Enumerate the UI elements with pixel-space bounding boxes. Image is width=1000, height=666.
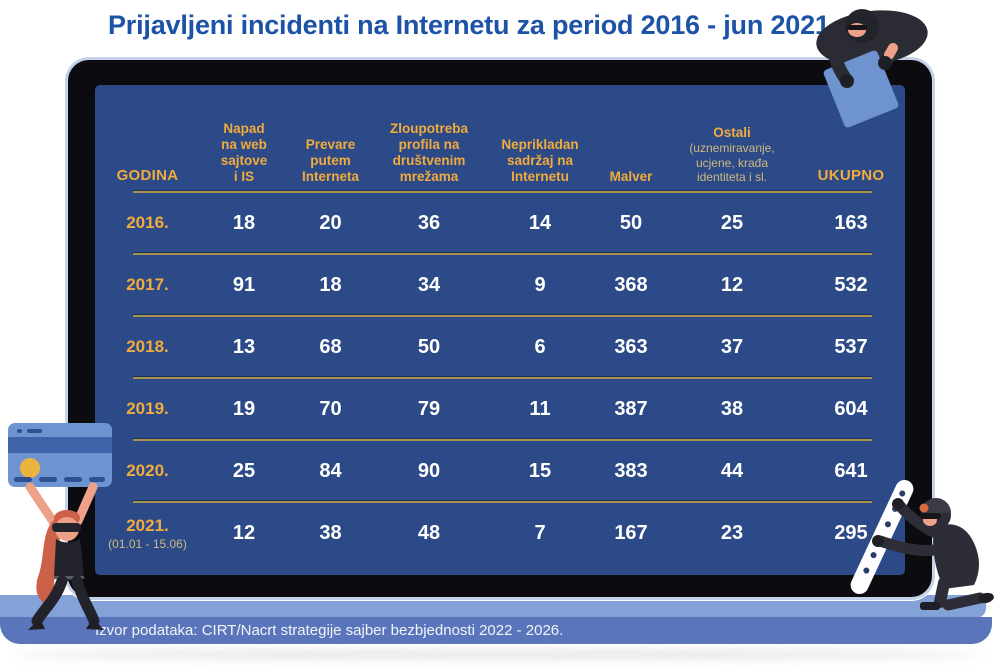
col-header-label: Ostali bbox=[713, 125, 751, 141]
col-header-label: Prevare putem Interneta bbox=[301, 137, 359, 185]
col-header-zloupotreba: Zloupotreba profila na društvenim mrežam… bbox=[373, 121, 485, 191]
page-title: Prijavljeni incidenti na Internetu za pe… bbox=[107, 10, 838, 40]
year-cell: 2020. bbox=[126, 461, 169, 480]
year-cell: 2021. (01.01 - 15.06) bbox=[95, 516, 200, 551]
value-cell: 84 bbox=[319, 459, 342, 482]
value-cell: 25 bbox=[720, 211, 744, 234]
year-cell: 2018. bbox=[126, 337, 169, 356]
value-cell: 44 bbox=[720, 459, 744, 482]
value-cell: 12 bbox=[232, 521, 256, 544]
col-header-ostali: Ostali (uznemiravanje, ucjene, krađa ide… bbox=[667, 125, 797, 191]
value-cell: 12 bbox=[720, 273, 744, 296]
value-cell: 11 bbox=[529, 397, 551, 420]
value-cell: 38 bbox=[319, 521, 342, 544]
laptop-base-bar: Izvor podataka: CIRT/Nacrt strategije sa… bbox=[0, 617, 992, 644]
value-cell: 37 bbox=[720, 335, 744, 358]
table-row-2019: 2019. 19 70 79 11 387 38 604 bbox=[95, 379, 905, 439]
col-header-neprikladan: Neprikladan sadržaj na Internetu bbox=[485, 137, 595, 191]
value-cell: 14 bbox=[528, 211, 552, 234]
col-header-malver: Malver bbox=[595, 169, 667, 191]
value-cell: 68 bbox=[319, 335, 342, 358]
year-cell: 2019. bbox=[126, 399, 169, 418]
value-cell: 363 bbox=[614, 335, 648, 358]
total-cell: 532 bbox=[834, 273, 868, 296]
value-cell: 23 bbox=[720, 521, 744, 544]
hacker-stealing-password-icon bbox=[850, 479, 994, 611]
value-cell: 50 bbox=[619, 211, 643, 234]
value-cell: 19 bbox=[232, 397, 256, 420]
col-header-godina: GODINA bbox=[95, 167, 200, 191]
row-separator bbox=[133, 253, 872, 255]
year-cell: 2016. bbox=[126, 213, 169, 232]
laptop-screen: GODINA Napad na web sajtove i IS Prevare… bbox=[95, 85, 905, 575]
col-header-label: UKUPNO bbox=[817, 167, 885, 185]
col-header-label: Zloupotreba profila na društvenim mrežam… bbox=[390, 121, 468, 185]
col-header-sublabel: (uznemiravanje, ucjene, krađa identiteta… bbox=[689, 141, 775, 185]
total-cell: 163 bbox=[834, 211, 868, 234]
laptop-frame: GODINA Napad na web sajtove i IS Prevare… bbox=[65, 57, 935, 600]
laptop-base-top bbox=[0, 595, 986, 618]
table-row-2017: 2017. 91 18 34 9 368 12 532 bbox=[95, 255, 905, 315]
table-row-2016: 2016. 18 20 36 14 50 25 163 bbox=[95, 193, 905, 253]
row-separator bbox=[133, 191, 872, 193]
value-cell: 50 bbox=[417, 335, 441, 358]
thief-holding-credit-card-icon bbox=[8, 423, 112, 630]
total-cell: 604 bbox=[834, 397, 868, 420]
col-header-label: GODINA bbox=[116, 167, 179, 185]
ground-shadow bbox=[12, 651, 984, 658]
value-cell: 6 bbox=[534, 335, 546, 358]
table-header-row: GODINA Napad na web sajtove i IS Prevare… bbox=[95, 85, 905, 191]
col-header-label: Malver bbox=[609, 169, 653, 185]
total-cell: 295 bbox=[834, 521, 868, 544]
col-header-label: Neprikladan sadržaj na Internetu bbox=[501, 137, 579, 185]
table-row-2021: 2021. (01.01 - 15.06) 12 38 48 7 167 23 … bbox=[95, 503, 905, 563]
value-cell: 70 bbox=[319, 397, 342, 420]
value-cell: 48 bbox=[417, 521, 441, 544]
total-cell: 537 bbox=[834, 335, 868, 358]
value-cell: 18 bbox=[319, 273, 342, 296]
row-separator bbox=[133, 439, 872, 441]
value-cell: 34 bbox=[417, 273, 441, 296]
row-separator bbox=[133, 377, 872, 379]
col-header-napad: Napad na web sajtove i IS bbox=[200, 121, 288, 191]
value-cell: 167 bbox=[614, 521, 648, 544]
value-cell: 15 bbox=[528, 459, 552, 482]
total-cell: 641 bbox=[834, 459, 868, 482]
value-cell: 25 bbox=[232, 459, 256, 482]
row-separator bbox=[133, 501, 872, 503]
value-cell: 79 bbox=[417, 397, 441, 420]
value-cell: 90 bbox=[417, 459, 441, 482]
value-cell: 18 bbox=[232, 211, 256, 234]
value-cell: 36 bbox=[417, 211, 441, 234]
value-cell: 7 bbox=[534, 521, 546, 544]
credit-card-icon bbox=[8, 423, 112, 487]
value-cell: 387 bbox=[614, 397, 648, 420]
incidents-table: GODINA Napad na web sajtove i IS Prevare… bbox=[95, 85, 905, 575]
value-cell: 20 bbox=[319, 211, 342, 234]
col-header-prevare: Prevare putem Interneta bbox=[288, 137, 373, 191]
hacker-dropping-folder-icon bbox=[816, 9, 928, 128]
value-cell: 383 bbox=[614, 459, 648, 482]
table-row-2020: 2020. 25 84 90 15 383 44 641 bbox=[95, 441, 905, 501]
source-text: Izvor podataka: CIRT/Nacrt strategije sa… bbox=[95, 622, 564, 639]
year-note: (01.01 - 15.06) bbox=[108, 536, 187, 551]
value-cell: 9 bbox=[534, 273, 546, 296]
table-row-2018: 2018. 13 68 50 6 363 37 537 bbox=[95, 317, 905, 377]
value-cell: 368 bbox=[614, 273, 648, 296]
col-header-ukupno: UKUPNO bbox=[797, 167, 905, 191]
value-cell: 13 bbox=[232, 335, 256, 358]
col-header-label: Napad na web sajtove i IS bbox=[220, 121, 268, 185]
year-cell: 2017. bbox=[126, 275, 169, 294]
value-cell: 91 bbox=[232, 273, 256, 296]
row-separator bbox=[133, 315, 872, 317]
year-label: 2021. bbox=[126, 515, 169, 535]
value-cell: 38 bbox=[720, 397, 744, 420]
